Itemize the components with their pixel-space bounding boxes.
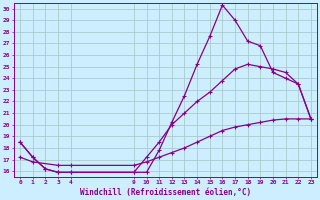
X-axis label: Windchill (Refroidissement éolien,°C): Windchill (Refroidissement éolien,°C) bbox=[80, 188, 251, 197]
